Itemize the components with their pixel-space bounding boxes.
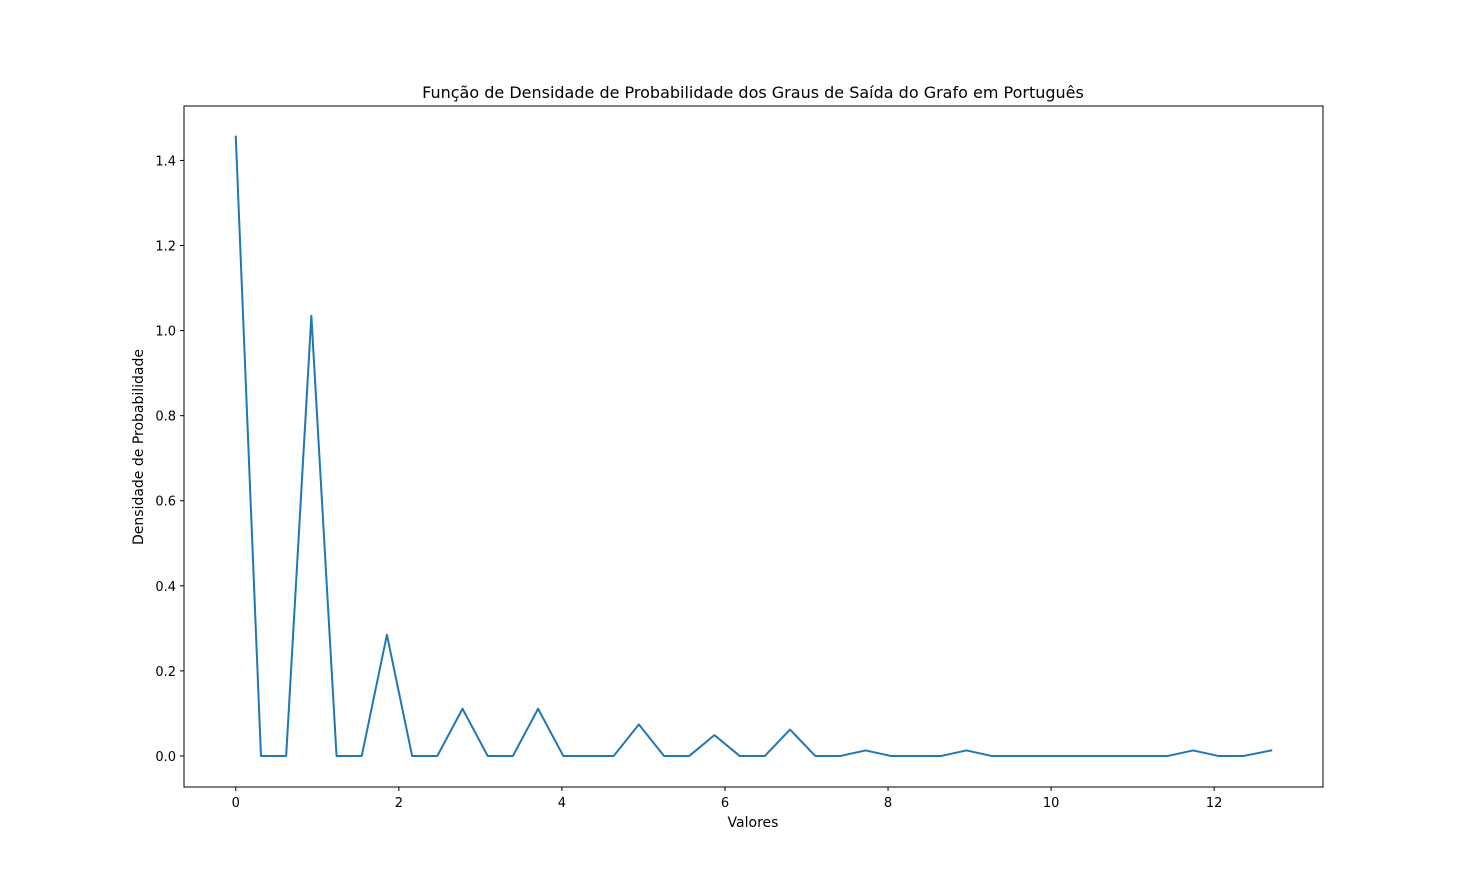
x-axis-ticks: 0 2 4 6 8 10 12 (232, 787, 1223, 811)
x-axis-label: Valores (728, 815, 779, 831)
y-tick-label: 1.2 (155, 240, 176, 255)
x-tick-label: 0 (232, 796, 240, 811)
y-tick-label: 0.6 (155, 495, 176, 510)
y-axis-ticks: 0.0 0.2 0.4 0.6 0.8 1.0 1.2 1.4 (155, 154, 184, 765)
y-tick-label: 0.8 (155, 410, 176, 425)
x-tick-label: 12 (1206, 796, 1223, 811)
y-tick-label: 1.0 (155, 325, 176, 340)
chart-title: Função de Densidade de Probabilidade dos… (422, 83, 1084, 102)
y-tick-label: 0.0 (155, 750, 176, 765)
y-tick-label: 0.4 (155, 580, 176, 595)
x-tick-label: 2 (395, 796, 403, 811)
x-tick-label: 4 (558, 796, 566, 811)
axes-frame (183, 105, 1324, 788)
plot-area (183, 105, 1324, 788)
y-tick-label: 0.2 (155, 665, 176, 680)
x-tick-label: 10 (1043, 796, 1060, 811)
y-tick-label: 1.4 (155, 154, 176, 169)
x-tick-label: 8 (884, 796, 892, 811)
series-line-0 (234, 135, 1273, 757)
series-layer (234, 135, 1273, 757)
y-axis-label: Densidade de Probabilidade (131, 349, 147, 545)
x-tick-label: 6 (721, 796, 729, 811)
